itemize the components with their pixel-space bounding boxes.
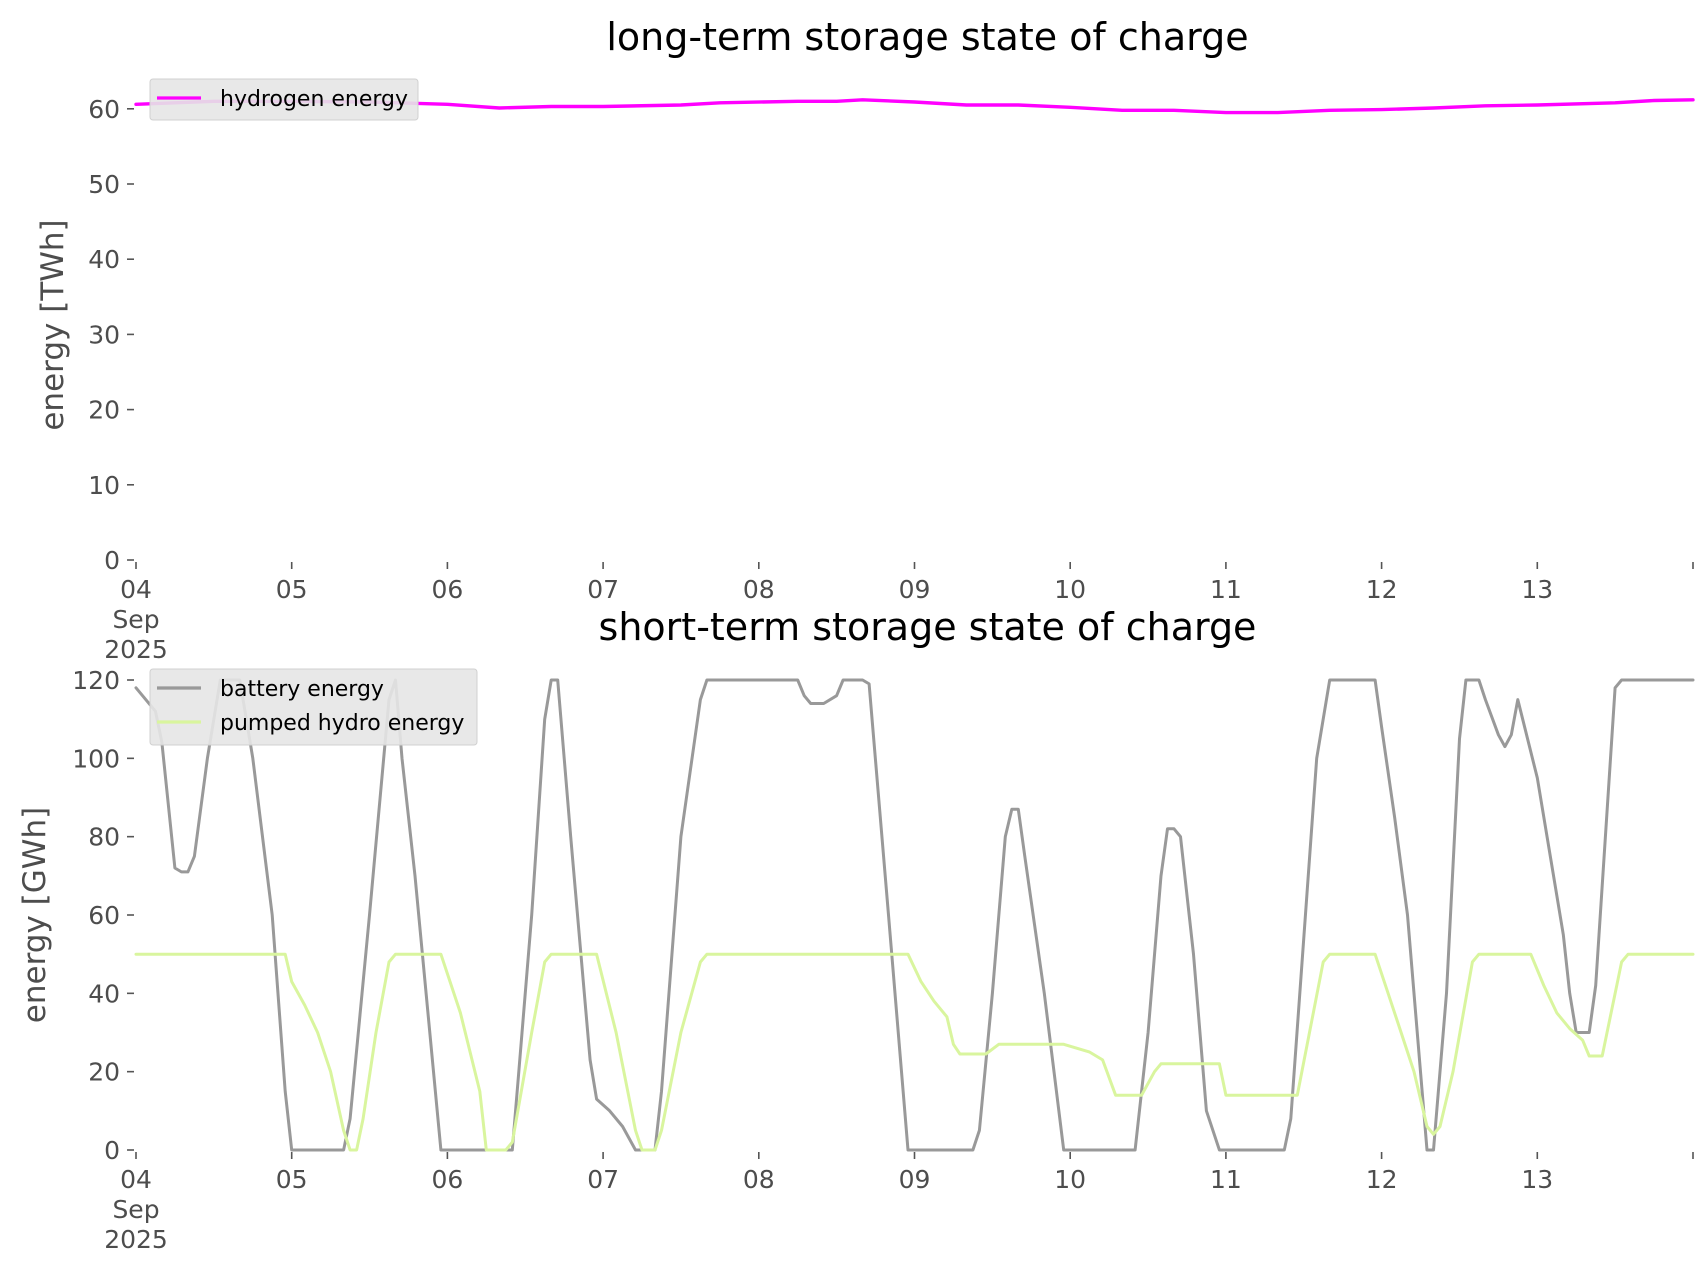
legend-box — [149, 78, 419, 121]
long-term-storage-chart: long-term storage state of charge energy … — [35, 15, 1695, 664]
y-axis-label: energy [TWh] — [35, 219, 71, 430]
x-tick-label: 08 — [743, 575, 775, 604]
x-tick-label: 09 — [899, 1165, 931, 1194]
x-tick-label: Sep — [112, 605, 159, 634]
series-line-pumped-hydro-energy — [134, 952, 1695, 1152]
chart-title: long-term storage state of charge — [606, 15, 1248, 59]
x-tick-label: 05 — [276, 575, 308, 604]
x-tick-label: 12 — [1366, 575, 1398, 604]
y-tick-label: 30 — [88, 320, 120, 349]
x-tick-label: 2025 — [104, 1225, 168, 1254]
y-tick-label: 50 — [88, 170, 120, 199]
y-tick-label: 40 — [88, 979, 120, 1008]
y-tick-label: 120 — [72, 666, 120, 695]
x-tick-label: 13 — [1521, 1165, 1553, 1194]
x-tick-label: 13 — [1521, 575, 1553, 604]
x-tick-label: 11 — [1210, 1165, 1242, 1194]
x-tick-label: 10 — [1054, 575, 1086, 604]
y-tick-label: 40 — [88, 245, 120, 274]
legend-label: hydrogen energy — [220, 87, 408, 112]
y-tick-label: 0 — [104, 546, 120, 575]
legend: hydrogen energy — [149, 78, 419, 121]
y-tick-label: 10 — [88, 471, 120, 500]
series-line-hydrogen-energy — [134, 98, 1695, 115]
y-tick-label: 20 — [88, 396, 120, 425]
x-tick-label: 07 — [587, 575, 619, 604]
x-tick-label: 08 — [743, 1165, 775, 1194]
chart-title: short-term storage state of charge — [599, 605, 1257, 649]
short-term-storage-chart: short-term storage state of charge energy… — [17, 605, 1695, 1254]
y-tick-label: 80 — [88, 823, 120, 852]
y-tick-label: 0 — [104, 1136, 120, 1165]
x-tick-label: 10 — [1054, 1165, 1086, 1194]
y-tick-label: 100 — [72, 744, 120, 773]
x-tick-label: 12 — [1366, 1165, 1398, 1194]
x-tick-label: 06 — [431, 575, 463, 604]
x-tick-label: 09 — [899, 575, 931, 604]
x-tick-label: 11 — [1210, 575, 1242, 604]
x-tick-label: Sep — [112, 1195, 159, 1224]
y-tick-label: 60 — [88, 901, 120, 930]
x-tick-label: 05 — [276, 1165, 308, 1194]
series-line-battery-energy — [134, 678, 1695, 1152]
x-tick-label: 04 — [120, 1165, 152, 1194]
legend-label: battery energy — [220, 677, 384, 702]
y-axis-label: energy [GWh] — [17, 807, 53, 1023]
x-tick-label: 2025 — [104, 635, 168, 664]
legend-box — [149, 668, 478, 746]
y-tick-label: 60 — [88, 95, 120, 124]
x-tick-label: 07 — [587, 1165, 619, 1194]
legend: battery energy pumped hydro energy — [149, 668, 478, 746]
x-tick-label: 06 — [431, 1165, 463, 1194]
x-tick-label: 04 — [120, 575, 152, 604]
legend-label: pumped hydro energy — [220, 711, 464, 736]
y-tick-label: 20 — [88, 1058, 120, 1087]
